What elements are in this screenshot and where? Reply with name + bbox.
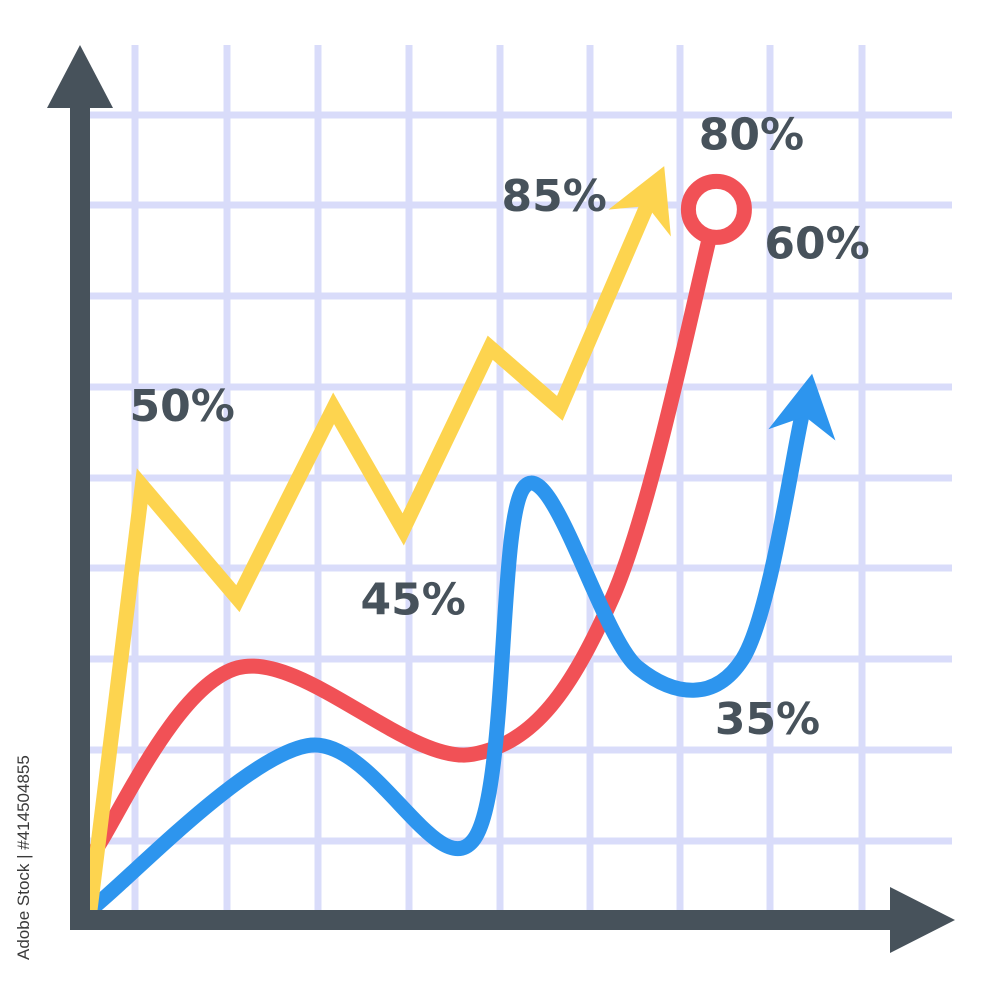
- blue-series-label-0: 35%: [715, 694, 820, 745]
- red-series-end-circle: [680, 173, 752, 245]
- labels-layer: 80% 35% 60% 50% 45% 85%: [130, 109, 870, 745]
- y-axis-arrow: [47, 45, 113, 108]
- red-series-label-0: 80%: [699, 109, 804, 160]
- red-series-line: [82, 201, 724, 866]
- yellow-series-arrowhead: [608, 166, 671, 237]
- stock-credit: Adobe Stock | #414504855: [14, 755, 33, 960]
- yellow-series-label-0: 50%: [130, 381, 235, 432]
- blue-series-line: [82, 405, 811, 918]
- blue-series-label-1: 60%: [764, 219, 869, 270]
- yellow-series-label-2: 85%: [502, 171, 607, 222]
- x-axis-arrow: [890, 887, 955, 953]
- yellow-series-line: [82, 195, 656, 918]
- x-axis-line: [70, 910, 900, 930]
- axes: [47, 45, 955, 953]
- blue-series-arrowhead: [768, 373, 836, 441]
- yellow-series: [82, 166, 671, 918]
- series-layer: [82, 166, 836, 918]
- blue-series: [82, 373, 836, 918]
- y-axis-line: [70, 95, 90, 930]
- red-series: [82, 173, 752, 866]
- yellow-series-label-1: 45%: [361, 574, 466, 625]
